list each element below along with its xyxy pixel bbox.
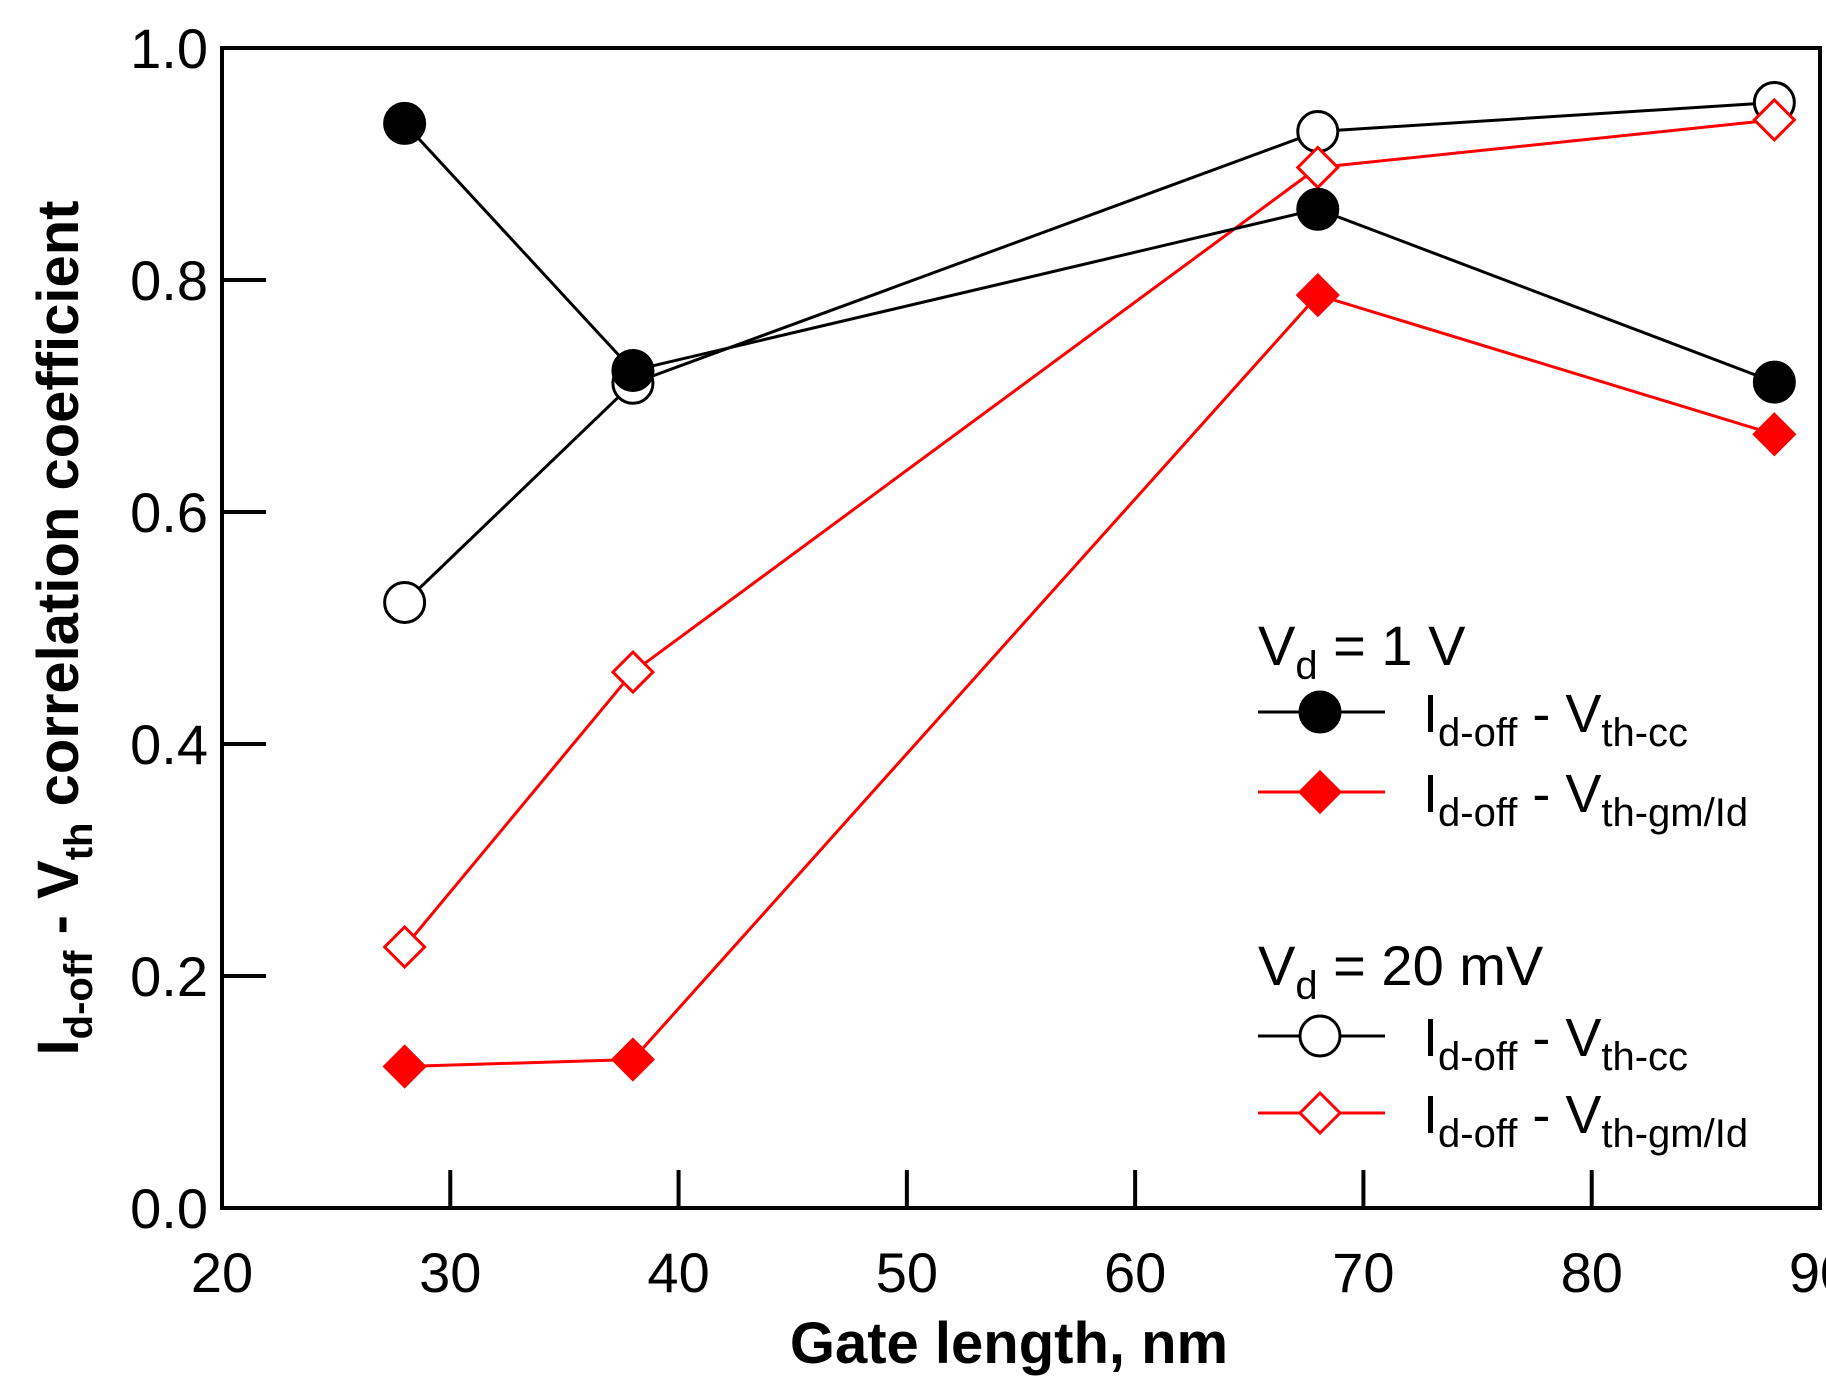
x-axis-label: Gate length, nm [790,1311,1228,1376]
series-line [403,101,1775,604]
data-point [382,1044,427,1089]
x-tick-label: 70 [1332,1241,1394,1304]
y-label-mid: - V [26,860,91,951]
data-point [1296,187,1340,231]
y-tick-label: 0.2 [130,945,208,1008]
y-tick-label: 0.8 [130,249,208,312]
y-label-tail: correlation coefficient [26,201,91,823]
data-point [610,1037,656,1082]
series-0 [383,101,1796,404]
x-tick-label: 60 [1104,1241,1166,1304]
x-tick-label: 80 [1561,1241,1623,1304]
data-point [1295,272,1340,318]
legend-entry-vd1-gm: Id-off - Vth-gm/Id [1258,764,1748,835]
axis-ticks: 20 30 40 50 60 70 80 90 0.0 0.2 0.4 0.6 0.8 1.0 [130,17,1826,1304]
data-point [1752,360,1796,404]
data-point [1295,145,1340,190]
legend-header-vd1: Vd = 1 V [1258,614,1466,688]
series-2 [383,81,1796,624]
x-tick-label: 30 [419,1241,481,1304]
data-point [382,924,427,970]
x-tick-label: 90 [1789,1241,1826,1304]
series-line [403,118,1775,948]
x-tick-label: 20 [191,1241,253,1304]
y-label-sub1: d-off [57,950,101,1040]
y-label-i: I [26,1039,91,1055]
svg-text:Id-off - Vth-gm/Id: Id-off - Vth-gm/Id [1423,1085,1748,1156]
plot-frame [220,46,1822,1210]
series-3 [382,97,1797,970]
x-tick-label: 50 [876,1241,938,1304]
data-point [611,348,655,392]
svg-text:Id-off - Vth-cc: Id-off - Vth-cc [1423,684,1688,755]
legend-entry-vd1-cc: Id-off - Vth-cc [1258,684,1688,755]
y-tick-label: 1.0 [130,17,208,80]
y-tick-label: 0.4 [130,713,208,776]
series-line [404,293,1775,1068]
y-label-sub2: th [57,823,101,861]
legend-header-vd20: Vd = 20 mV [1258,934,1544,1008]
svg-text:Id-off - Vth-cc: Id-off - Vth-cc [1423,1008,1688,1079]
series-line [403,122,1775,384]
y-axis-label: Id-off - Vth correlation coefficient [26,201,101,1056]
x-tick-label: 40 [647,1241,709,1304]
series-1 [382,272,1797,1089]
data-point [1752,412,1797,457]
data-point [610,649,656,695]
svg-text:Id-off - Vth-gm/Id: Id-off - Vth-gm/Id [1423,764,1748,835]
data-point [1752,97,1797,143]
y-tick-label: 0.6 [130,481,208,544]
legend-entry-vd20-gm: Id-off - Vth-gm/Id [1258,1085,1748,1156]
legend-entry-vd20-cc: Id-off - Vth-cc [1258,1008,1688,1079]
y-tick-label: 0.0 [130,1177,208,1240]
data-point [383,580,427,624]
data-point [383,101,427,145]
legend: Vd = 1 V Id-off - Vth-cc Id-off - Vth-gm… [1258,614,1748,1156]
series-layer [382,81,1797,1089]
